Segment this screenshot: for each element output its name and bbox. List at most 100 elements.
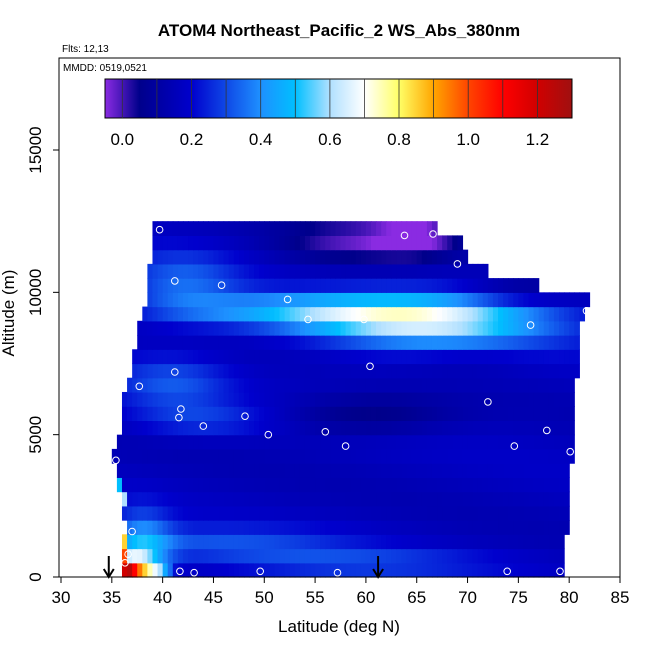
heatmap-cell xyxy=(233,278,240,293)
heatmap-cell xyxy=(177,306,184,322)
heatmap-cell xyxy=(447,562,453,578)
heatmap-cell xyxy=(421,391,428,407)
heatmap-cell xyxy=(289,534,296,550)
heatmap-cell xyxy=(523,562,530,578)
heatmap-cell xyxy=(381,406,387,422)
heatmap-cell xyxy=(437,562,443,578)
heatmap-cell xyxy=(365,349,372,365)
heatmap-cell xyxy=(442,406,448,422)
heatmap-cell xyxy=(254,306,260,322)
heatmap-cell xyxy=(345,448,352,464)
heatmap-cell xyxy=(442,562,448,578)
heatmap-cell xyxy=(304,520,311,535)
heatmap-cell xyxy=(355,520,362,535)
heatmap-cell xyxy=(320,491,326,507)
heatmap-cell xyxy=(406,306,413,322)
heatmap-cell xyxy=(188,534,194,550)
heatmap-cell xyxy=(294,306,301,322)
heatmap-cell xyxy=(513,320,519,336)
heatmap-cell xyxy=(299,377,306,393)
heatmap-cell xyxy=(406,505,413,521)
heatmap-cell xyxy=(152,377,159,393)
heatmap-cell xyxy=(198,420,204,436)
heatmap-cell xyxy=(559,335,565,350)
heatmap-cell xyxy=(452,335,458,350)
heatmap-cell xyxy=(503,548,509,564)
heatmap-cell xyxy=(513,548,519,564)
heatmap-cell xyxy=(152,434,159,450)
heatmap-cell xyxy=(421,491,428,507)
heatmap-cell xyxy=(548,548,555,564)
heatmap-cell xyxy=(482,263,489,279)
heatmap-cell xyxy=(147,505,154,521)
heatmap-cell xyxy=(320,278,326,293)
heatmap-cell xyxy=(350,292,357,308)
heatmap-cell xyxy=(376,534,382,550)
heatmap-cell xyxy=(269,520,276,535)
heatmap-cell xyxy=(188,349,194,365)
heatmap-cell xyxy=(249,221,255,236)
heatmap-cell xyxy=(477,505,484,521)
heatmap-cell xyxy=(142,377,148,393)
heatmap-cell xyxy=(528,335,535,350)
heatmap-cell xyxy=(492,520,499,535)
heatmap-cell xyxy=(198,520,204,535)
heatmap-cell xyxy=(147,377,154,393)
heatmap-cell xyxy=(330,292,337,308)
heatmap-cell xyxy=(508,335,514,350)
heatmap-cell xyxy=(172,320,179,336)
heatmap-cell xyxy=(249,548,255,564)
heatmap-cell xyxy=(533,448,540,464)
heatmap-cell xyxy=(350,363,357,379)
heatmap-cell xyxy=(188,448,194,464)
heatmap-cell xyxy=(213,520,220,535)
heatmap-cell xyxy=(452,349,458,365)
heatmap-cell xyxy=(320,534,326,550)
heatmap-cell xyxy=(335,249,342,265)
heatmap-cell xyxy=(172,548,179,564)
heatmap-cell xyxy=(411,562,418,578)
heatmap-cell xyxy=(396,292,403,308)
heatmap-cell xyxy=(365,420,372,436)
heatmap-cell xyxy=(182,320,189,336)
heatmap-cell xyxy=(401,263,408,279)
heatmap-cell xyxy=(355,548,362,564)
heatmap-cell xyxy=(503,363,509,379)
heatmap-cell xyxy=(523,377,530,393)
heatmap-cell xyxy=(284,434,291,450)
heatmap-cell xyxy=(274,335,281,350)
heatmap-cell xyxy=(518,320,525,336)
heatmap-cell xyxy=(137,377,143,393)
heatmap-cell xyxy=(492,548,499,564)
heatmap-cell xyxy=(243,434,250,450)
heatmap-cell xyxy=(228,420,235,436)
heatmap-cell xyxy=(421,562,428,578)
heatmap-cell xyxy=(304,349,311,365)
heatmap-cell xyxy=(376,505,382,521)
heatmap-cell xyxy=(355,562,362,578)
heatmap-cell xyxy=(406,320,413,336)
heatmap-cell xyxy=(147,278,154,293)
heatmap-cell xyxy=(543,505,550,521)
heatmap-cell xyxy=(172,420,179,436)
heatmap-cell xyxy=(188,249,194,265)
heatmap-cell xyxy=(284,548,291,564)
heatmap-cell xyxy=(437,463,443,478)
heatmap-cell xyxy=(411,292,418,308)
heatmap-cell xyxy=(299,249,306,265)
heatmap-cell xyxy=(528,278,535,293)
heatmap-cell xyxy=(249,278,255,293)
heatmap-cell xyxy=(259,562,265,578)
heatmap-cell xyxy=(457,448,464,464)
heatmap-cell xyxy=(401,292,408,308)
heatmap-cell xyxy=(411,278,418,293)
heatmap-cell xyxy=(396,391,403,407)
heatmap-cell xyxy=(294,249,301,265)
heatmap-cell xyxy=(523,548,530,564)
heatmap-cell xyxy=(147,434,154,450)
heatmap-cell xyxy=(274,491,281,507)
heatmap-cell xyxy=(264,306,270,322)
heatmap-cell xyxy=(335,534,342,550)
heatmap-cell xyxy=(330,391,337,407)
